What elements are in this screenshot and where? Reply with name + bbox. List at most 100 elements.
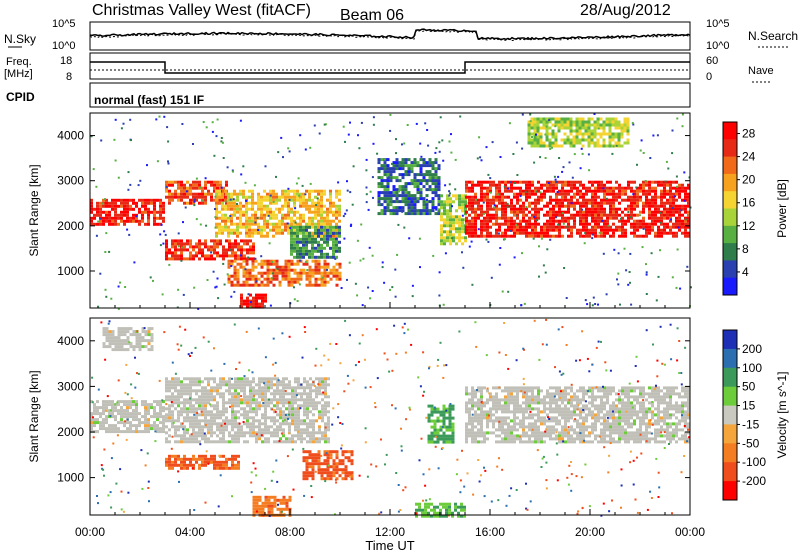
heatmap-cell	[542, 123, 546, 127]
heatmap-cell	[561, 216, 564, 220]
heatmap-cell	[422, 164, 426, 168]
heatmap-cell	[504, 204, 507, 208]
heatmap-cell	[282, 386, 285, 390]
heatmap-cell	[186, 413, 189, 417]
heatmap-cell	[681, 219, 684, 223]
heatmap-cell	[123, 339, 127, 343]
heatmap-cell	[269, 194, 272, 197]
heatmap-cell	[294, 386, 297, 390]
heatmap-cell	[332, 465, 336, 469]
heatmap-cell	[584, 299, 587, 302]
heatmap-cell	[302, 459, 306, 463]
heatmap-cell	[404, 194, 408, 198]
heatmap-cell	[308, 450, 312, 454]
heatmap-cell	[195, 437, 198, 441]
heatmap-cell	[458, 206, 461, 210]
heatmap-cell	[249, 425, 252, 429]
heatmap-cell	[560, 123, 564, 127]
heatmap-cell	[239, 204, 242, 208]
heatmap-cell	[282, 156, 284, 159]
heatmap-cell	[549, 213, 552, 217]
heatmap-cell	[600, 213, 603, 217]
heatmap-cell	[290, 268, 294, 272]
heatmap-cell	[338, 274, 342, 278]
heatmap-cell	[419, 164, 423, 168]
heatmap-cell	[225, 251, 228, 255]
heatmap-cell	[465, 186, 468, 190]
heatmap-cell	[404, 161, 408, 165]
heatmap-cell	[495, 195, 498, 199]
heatmap-cell	[129, 183, 132, 186]
heatmap-cell	[680, 209, 683, 212]
heatmap-cell	[567, 189, 570, 193]
heatmap-cell	[306, 416, 309, 420]
heatmap-cell	[528, 180, 531, 184]
heatmap-cell	[177, 428, 180, 432]
heatmap-cell	[329, 204, 332, 208]
heatmap-cell	[294, 392, 297, 396]
heatmap-cell	[189, 404, 192, 408]
heatmap-cell	[681, 222, 684, 226]
heatmap-cell	[639, 183, 642, 187]
heatmap-cell	[153, 400, 156, 404]
heatmap-cell	[413, 185, 417, 189]
heatmap-cell	[495, 198, 498, 202]
heatmap-cell	[304, 261, 307, 264]
heatmap-cell	[171, 380, 174, 384]
heatmap-cell	[609, 204, 612, 208]
heatmap-cell	[480, 204, 483, 208]
heatmap-cell	[666, 192, 669, 196]
heatmap-cell	[269, 195, 272, 199]
heatmap-cell	[419, 142, 422, 145]
heatmap-cell	[538, 245, 540, 248]
heatmap-cell	[223, 283, 226, 286]
heatmap-cell	[547, 182, 550, 184]
heatmap-cell	[105, 339, 109, 343]
heatmap-cell	[468, 201, 471, 205]
heatmap-cell	[678, 210, 681, 214]
heatmap-cell	[365, 193, 368, 196]
heatmap-cell	[389, 203, 393, 207]
heatmap-cell	[344, 471, 348, 475]
heatmap-cell	[482, 213, 485, 215]
heatmap-cell	[381, 261, 384, 264]
heatmap-cell	[555, 213, 558, 217]
heatmap-cell	[542, 264, 545, 267]
heatmap-cell	[669, 213, 672, 217]
heatmap-cell	[303, 431, 306, 435]
heatmap-cell	[234, 398, 237, 402]
heatmap-cell	[326, 216, 329, 220]
heatmap-cell	[261, 293, 264, 297]
heatmap-cell	[99, 406, 102, 410]
heatmap-cell	[558, 210, 561, 214]
heatmap-cell	[213, 389, 216, 393]
heatmap-cell	[317, 219, 320, 223]
heatmap-cell	[389, 113, 392, 116]
heatmap-cell	[186, 239, 189, 243]
heatmap-cell	[582, 210, 585, 214]
heatmap-cell	[90, 204, 93, 208]
heatmap-cell	[606, 225, 609, 229]
heatmap-cell	[177, 254, 180, 258]
heatmap-cell	[216, 392, 219, 396]
heatmap-cell	[296, 259, 300, 263]
heatmap-cell	[495, 228, 498, 232]
heatmap-cell	[305, 231, 308, 235]
heatmap-cell	[192, 198, 195, 202]
heatmap-cell	[159, 421, 162, 425]
heatmap-cell	[346, 189, 349, 192]
heatmap-cell	[183, 189, 186, 193]
heatmap-cell	[588, 222, 591, 226]
heatmap-cell	[275, 277, 279, 281]
heatmap-cell	[221, 141, 224, 144]
heatmap-cell	[245, 228, 248, 232]
heatmap-cell	[129, 403, 132, 407]
heatmap-cell	[126, 336, 130, 340]
heatmap-cell	[503, 238, 506, 241]
heatmap-cell	[165, 457, 168, 461]
heatmap-cell	[304, 148, 307, 151]
heatmap-cell	[495, 222, 498, 226]
heatmap-cell	[266, 259, 270, 263]
heatmap-cell	[252, 242, 255, 246]
heatmap-cell	[233, 228, 236, 232]
